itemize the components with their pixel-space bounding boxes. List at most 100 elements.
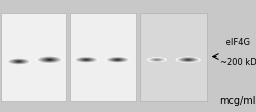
Ellipse shape bbox=[106, 57, 129, 62]
Ellipse shape bbox=[6, 58, 31, 65]
Bar bbox=[1, 13, 66, 101]
Ellipse shape bbox=[110, 58, 125, 62]
Ellipse shape bbox=[108, 57, 127, 62]
Ellipse shape bbox=[75, 57, 98, 62]
Ellipse shape bbox=[79, 58, 94, 62]
Ellipse shape bbox=[82, 59, 90, 61]
Ellipse shape bbox=[153, 59, 161, 61]
Ellipse shape bbox=[78, 58, 95, 62]
Ellipse shape bbox=[114, 59, 121, 61]
Ellipse shape bbox=[154, 59, 160, 60]
Ellipse shape bbox=[185, 59, 191, 60]
Ellipse shape bbox=[48, 59, 51, 60]
Ellipse shape bbox=[81, 59, 91, 61]
Ellipse shape bbox=[111, 58, 124, 61]
Ellipse shape bbox=[178, 57, 199, 62]
Ellipse shape bbox=[39, 57, 60, 63]
Ellipse shape bbox=[10, 59, 28, 64]
Ellipse shape bbox=[17, 61, 21, 62]
Ellipse shape bbox=[147, 57, 167, 62]
Ellipse shape bbox=[109, 58, 127, 62]
Ellipse shape bbox=[18, 61, 19, 62]
Ellipse shape bbox=[47, 59, 52, 60]
Ellipse shape bbox=[13, 60, 25, 63]
Ellipse shape bbox=[40, 57, 59, 62]
Ellipse shape bbox=[81, 58, 92, 61]
Ellipse shape bbox=[176, 57, 200, 63]
Ellipse shape bbox=[156, 59, 158, 60]
Ellipse shape bbox=[113, 59, 122, 61]
Ellipse shape bbox=[74, 57, 99, 63]
Ellipse shape bbox=[152, 59, 162, 61]
Ellipse shape bbox=[180, 58, 196, 62]
Ellipse shape bbox=[8, 59, 30, 64]
Ellipse shape bbox=[107, 57, 128, 62]
Text: eIF4G: eIF4G bbox=[223, 38, 250, 47]
Ellipse shape bbox=[154, 59, 160, 61]
Ellipse shape bbox=[10, 59, 27, 64]
Ellipse shape bbox=[148, 58, 166, 62]
Ellipse shape bbox=[83, 59, 90, 61]
Ellipse shape bbox=[16, 61, 22, 62]
Ellipse shape bbox=[12, 60, 26, 63]
Ellipse shape bbox=[11, 59, 26, 64]
Ellipse shape bbox=[148, 58, 165, 62]
Ellipse shape bbox=[149, 58, 165, 62]
Ellipse shape bbox=[44, 58, 55, 61]
Ellipse shape bbox=[112, 58, 123, 61]
Ellipse shape bbox=[155, 59, 159, 60]
Ellipse shape bbox=[77, 58, 95, 62]
Ellipse shape bbox=[43, 58, 56, 61]
Ellipse shape bbox=[115, 59, 120, 60]
Ellipse shape bbox=[185, 59, 192, 61]
Ellipse shape bbox=[38, 57, 61, 63]
Bar bbox=[70, 13, 136, 101]
Ellipse shape bbox=[178, 57, 198, 62]
Ellipse shape bbox=[42, 58, 57, 62]
Ellipse shape bbox=[85, 59, 88, 60]
Ellipse shape bbox=[147, 57, 166, 62]
Ellipse shape bbox=[46, 59, 53, 61]
Ellipse shape bbox=[79, 58, 93, 61]
Ellipse shape bbox=[115, 59, 120, 60]
Ellipse shape bbox=[180, 58, 197, 62]
Ellipse shape bbox=[14, 60, 24, 63]
Ellipse shape bbox=[83, 59, 89, 60]
Ellipse shape bbox=[42, 58, 56, 62]
Ellipse shape bbox=[105, 57, 130, 63]
Ellipse shape bbox=[155, 59, 158, 60]
Ellipse shape bbox=[153, 59, 161, 61]
Ellipse shape bbox=[15, 60, 23, 63]
Ellipse shape bbox=[76, 57, 97, 62]
Ellipse shape bbox=[106, 57, 130, 63]
Ellipse shape bbox=[84, 59, 88, 60]
Bar bbox=[140, 13, 207, 101]
Ellipse shape bbox=[46, 59, 52, 61]
Ellipse shape bbox=[109, 58, 126, 62]
Ellipse shape bbox=[111, 58, 125, 61]
Ellipse shape bbox=[8, 59, 29, 64]
Ellipse shape bbox=[9, 59, 28, 64]
Ellipse shape bbox=[186, 59, 190, 60]
Ellipse shape bbox=[184, 59, 193, 61]
Ellipse shape bbox=[179, 58, 197, 62]
Ellipse shape bbox=[37, 56, 62, 63]
Ellipse shape bbox=[177, 57, 199, 62]
Ellipse shape bbox=[77, 57, 96, 62]
Ellipse shape bbox=[40, 57, 59, 62]
Ellipse shape bbox=[41, 57, 58, 62]
Ellipse shape bbox=[187, 59, 190, 60]
Ellipse shape bbox=[13, 60, 24, 63]
Text: mcg/ml: mcg/ml bbox=[219, 96, 255, 106]
Ellipse shape bbox=[183, 59, 193, 61]
Ellipse shape bbox=[182, 58, 195, 61]
Ellipse shape bbox=[181, 58, 195, 61]
Ellipse shape bbox=[45, 58, 54, 61]
Ellipse shape bbox=[17, 61, 20, 62]
Ellipse shape bbox=[150, 58, 164, 61]
Ellipse shape bbox=[176, 57, 201, 63]
Ellipse shape bbox=[150, 58, 164, 61]
Ellipse shape bbox=[183, 58, 194, 61]
Ellipse shape bbox=[151, 58, 163, 61]
Ellipse shape bbox=[36, 56, 63, 64]
